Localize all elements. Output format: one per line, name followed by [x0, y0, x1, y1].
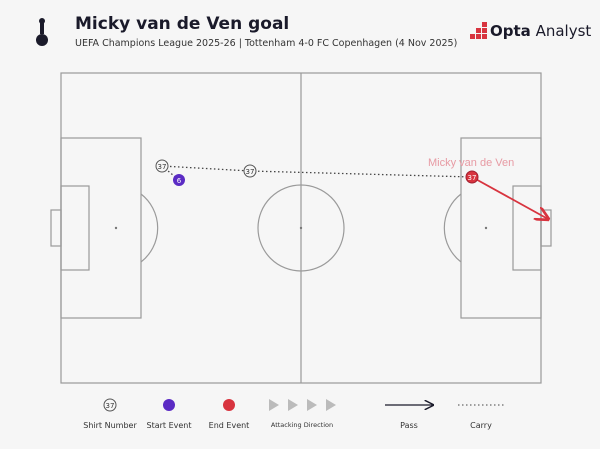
opta-analyst-logo: Opta Analyst: [490, 22, 592, 40]
shot-arrow: [471, 176, 548, 219]
svg-text:Attacking Direction: Attacking Direction: [271, 421, 333, 429]
carry-lines: [161, 165, 473, 181]
svg-text:37: 37: [468, 174, 477, 182]
svg-text:Pass: Pass: [400, 421, 418, 430]
annotation-label: Micky van de Ven: [428, 157, 514, 169]
marker-end: 37: [465, 170, 479, 184]
marker-start: 6: [173, 174, 185, 186]
svg-text:37: 37: [158, 163, 167, 171]
carry-line: [161, 165, 251, 172]
legend-start-icon: [163, 399, 175, 411]
legend-end-icon: [223, 399, 235, 411]
svg-text:End Event: End Event: [209, 421, 250, 430]
marker-shirt-a: 37: [155, 159, 169, 173]
svg-text:Shirt Number: Shirt Number: [83, 421, 137, 430]
spurs-crest-icon: [36, 18, 48, 46]
opta-logo-icon: [470, 22, 487, 39]
attacking-direction-icon: [269, 399, 336, 411]
svg-text:37: 37: [246, 168, 255, 176]
svg-text:Start Event: Start Event: [146, 421, 191, 430]
svg-text:6: 6: [177, 177, 182, 185]
page-title: Micky van de Ven goal: [75, 14, 290, 34]
svg-text:37: 37: [106, 402, 115, 410]
pitch-lines: [50, 72, 552, 384]
legend-shirt-icon: [103, 398, 117, 412]
subtitle: UEFA Champions League 2025-26 | Tottenha…: [75, 38, 458, 49]
legend: 37 Shirt Number Start Event End Event At…: [83, 398, 504, 430]
svg-text:Carry: Carry: [470, 421, 492, 430]
marker-shirt-b: 37: [243, 164, 257, 178]
carry-line: [249, 170, 473, 178]
